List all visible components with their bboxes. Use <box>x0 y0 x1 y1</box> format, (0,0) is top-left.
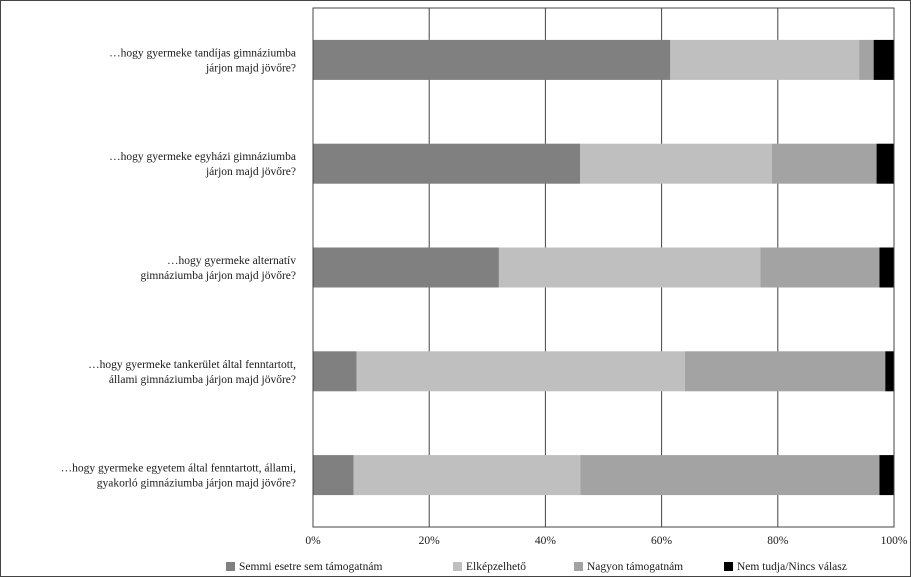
x-tick-label: 40% <box>535 535 557 547</box>
legend-label: Nem tudja/Nincs válasz <box>737 561 847 573</box>
category-label: …hogy gyermeke egyházi gimnáziumba járjon… <box>109 151 296 178</box>
x-tick-label: 60% <box>651 535 673 547</box>
category-label: …hogy gyermeke alternatív gimnáziumba jár… <box>140 255 296 282</box>
x-tick-label: 100% <box>881 535 908 547</box>
legend-swatch <box>453 562 462 571</box>
bar-segment <box>859 39 874 80</box>
legend-swatch <box>226 562 235 571</box>
legend-label: Semmi esetre sem támogatnám <box>239 561 382 573</box>
legend-swatch <box>574 562 583 571</box>
bar-segment <box>670 39 860 80</box>
bar-segment <box>313 143 581 184</box>
category-label: …hogy gyermeke tankerület által fenntart… <box>88 359 296 386</box>
bar-segment <box>353 455 581 496</box>
category-labels: …hogy gyermeke tandíjas gimnáziumba járjo… <box>61 47 297 489</box>
bar-segment <box>313 455 354 496</box>
bar-segment <box>879 455 894 496</box>
bar-segment <box>684 351 886 392</box>
bar-segment <box>760 247 880 288</box>
legend-item: Elképzelhető <box>453 561 526 573</box>
legend: Semmi esetre sem támogatnám Elképzelhető N… <box>226 561 847 573</box>
bars <box>313 39 894 496</box>
bar-segment <box>313 247 499 288</box>
bar-segment <box>873 39 894 80</box>
bar-segment <box>356 351 685 392</box>
legend-swatch <box>724 562 733 571</box>
plot-frame <box>312 7 895 528</box>
bar-segment <box>771 143 877 184</box>
x-tick-label: 80% <box>767 535 789 547</box>
x-tick-label: 0% <box>305 535 321 547</box>
legend-item: Nem tudja/Nincs válasz <box>724 561 847 573</box>
bar-segment <box>580 143 772 184</box>
legend-label: Elképzelhető <box>466 561 526 573</box>
category-label: …hogy gyermeke tandíjas gimnáziumba járjo… <box>109 47 296 74</box>
legend-label: Nagyon támogatnám <box>587 561 683 573</box>
x-tick-labels: 0% 20% 40% 60% 80% 100% <box>305 535 908 547</box>
bar-segment <box>313 39 671 80</box>
category-label: …hogy gyermeke egyetem által fenntartott… <box>61 463 296 490</box>
bar-segment <box>498 247 761 288</box>
bar-segment <box>580 455 880 496</box>
legend-item: Nagyon támogatnám <box>574 561 683 573</box>
legend-item: Semmi esetre sem támogatnám <box>226 561 382 573</box>
bar-segment <box>885 351 894 392</box>
bar-segment <box>879 247 894 288</box>
bar-segment <box>313 351 357 392</box>
bar-segment <box>876 143 894 184</box>
x-tick-label: 20% <box>419 535 441 547</box>
